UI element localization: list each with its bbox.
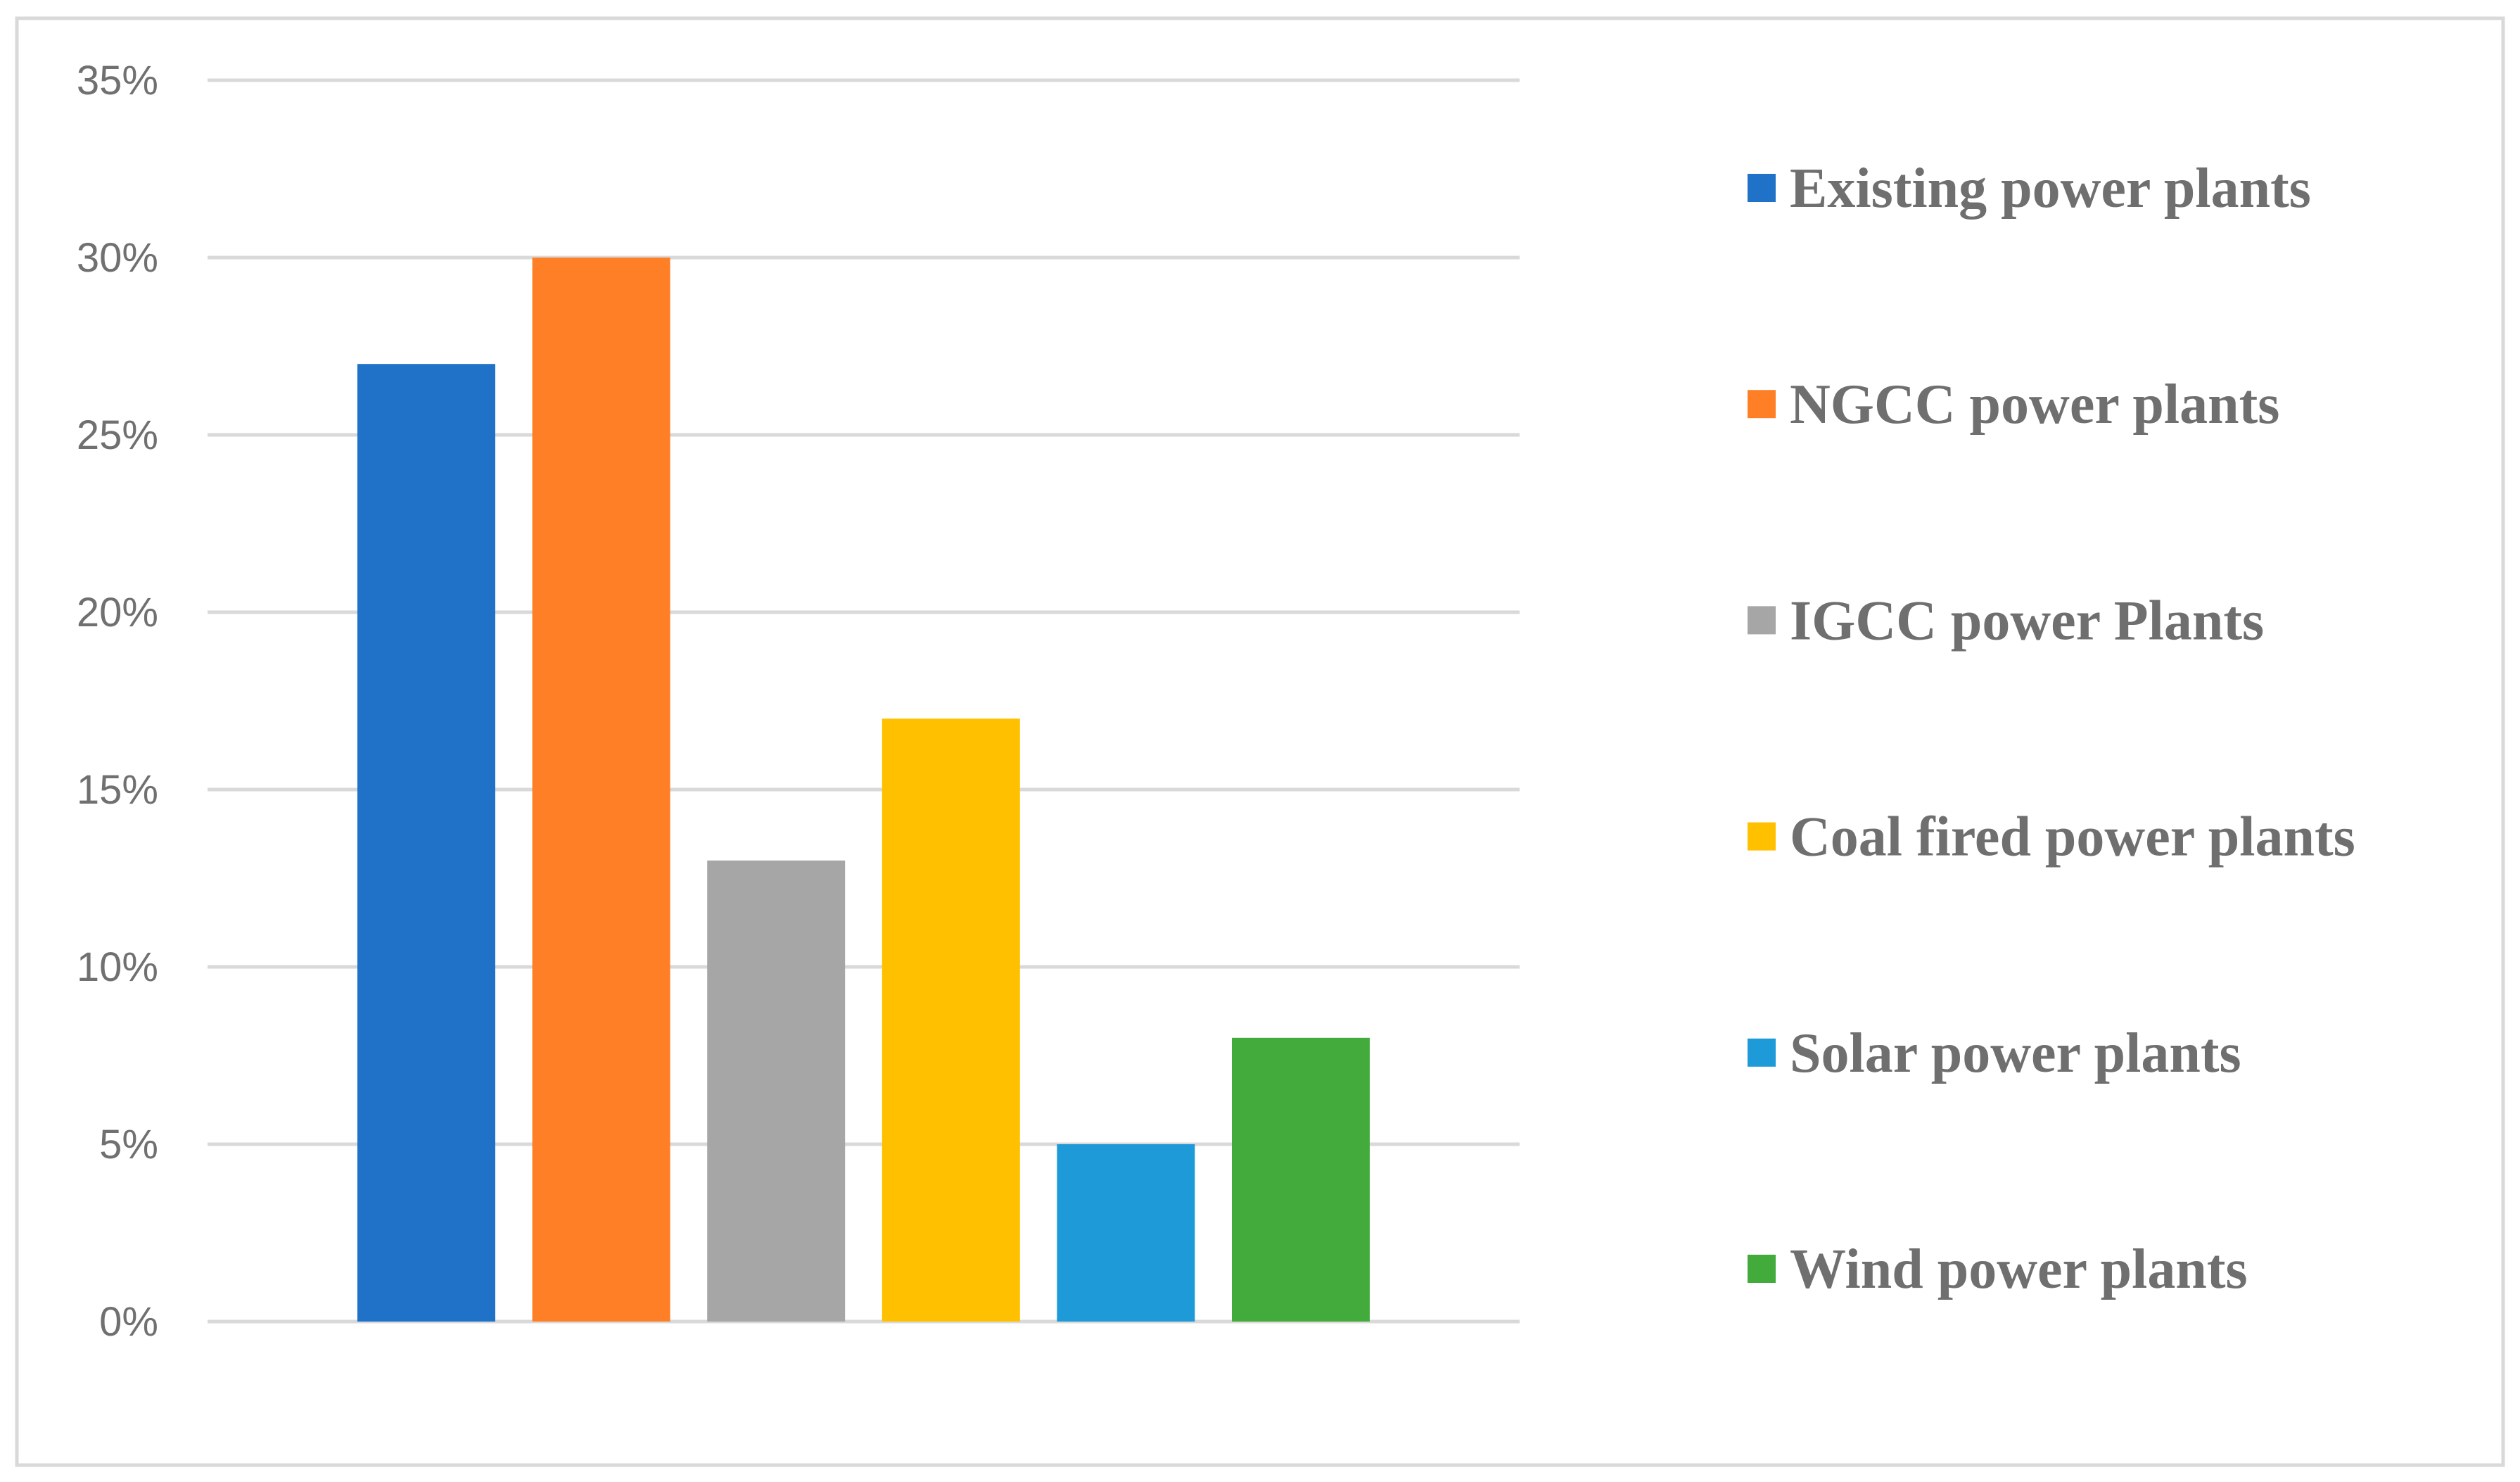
- legend-label: Existing power plants: [1790, 158, 2311, 220]
- bar-6: [1232, 1037, 1370, 1322]
- y-tick-label: 10%: [77, 944, 158, 990]
- legend-swatch: [1748, 822, 1776, 851]
- legend-label: Solar power plants: [1790, 1022, 2241, 1084]
- legend-label: IGCC power Plants: [1790, 590, 2264, 652]
- y-tick-label: 30%: [77, 235, 158, 281]
- bar-1: [357, 364, 495, 1322]
- legend-label: NGCC power plants: [1790, 374, 2279, 436]
- y-tick-label: 15%: [77, 767, 158, 813]
- bar-5: [1057, 1144, 1195, 1322]
- bar-2: [532, 258, 670, 1322]
- legend-label: Wind power plants: [1790, 1239, 2248, 1300]
- legend-item-2: NGCC power plants: [1748, 374, 2279, 436]
- y-tick-label: 20%: [77, 590, 158, 635]
- legend-item-5: Solar power plants: [1748, 1022, 2241, 1084]
- legend-swatch: [1748, 1255, 1776, 1283]
- bars: [357, 258, 1370, 1322]
- legend-label: Coal fired power plants: [1790, 806, 2355, 868]
- y-tick-label: 0%: [99, 1299, 158, 1345]
- legend-item-1: Existing power plants: [1748, 158, 2311, 220]
- bar-4: [882, 718, 1020, 1322]
- legend-swatch: [1748, 1038, 1776, 1067]
- y-tick-label: 5%: [99, 1122, 158, 1167]
- legend-swatch: [1748, 390, 1776, 419]
- legend-swatch: [1748, 174, 1776, 202]
- legend-swatch: [1748, 606, 1776, 635]
- y-tick-label: 25%: [77, 412, 158, 458]
- bar-3: [707, 860, 846, 1322]
- y-tick-label: 35%: [77, 58, 158, 103]
- legend-item-4: Coal fired power plants: [1748, 806, 2355, 868]
- y-axis-tick-labels: 0% 5% 10% 15% 20% 25% 30% 35%: [77, 58, 158, 1345]
- legend: Existing power plants NGCC power plants IG…: [1748, 158, 2355, 1300]
- legend-item-6: Wind power plants: [1748, 1239, 2248, 1300]
- legend-item-3: IGCC power Plants: [1748, 590, 2264, 652]
